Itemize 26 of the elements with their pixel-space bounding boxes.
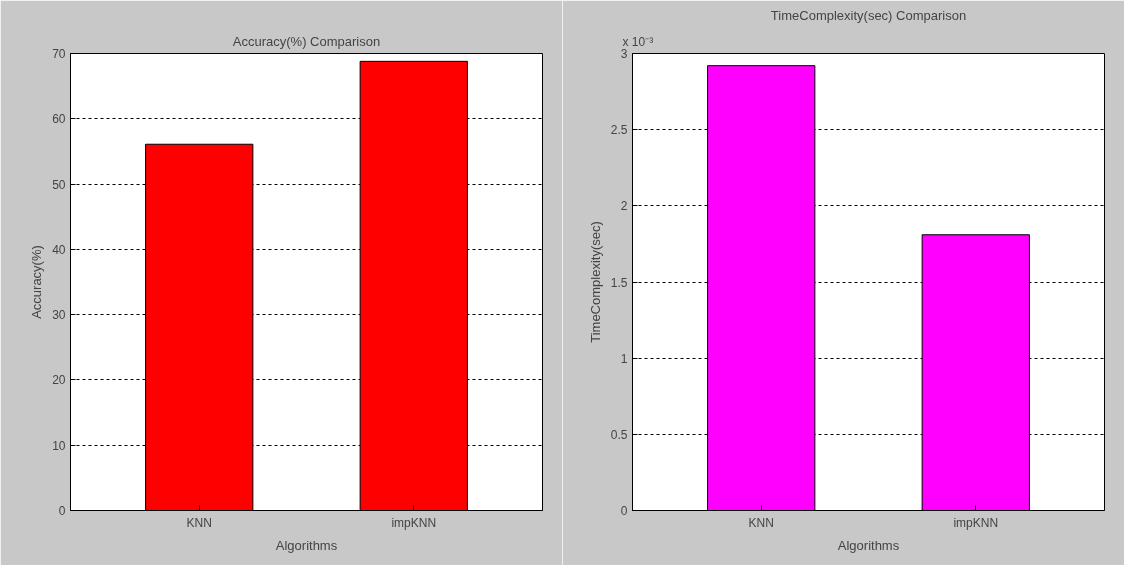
y-tick-label: 3 — [620, 47, 628, 61]
x-tick-label: KNN — [186, 515, 212, 530]
y-tick-label: 40 — [52, 242, 66, 257]
y-tick-label: 10 — [52, 438, 66, 453]
y-axis-title: Accuracy(%) — [29, 245, 45, 319]
x-tick-label: impKNN — [391, 515, 437, 530]
x-tick-label: impKNN — [953, 515, 999, 530]
y-tick-label: 70 — [52, 47, 66, 61]
text: x 10⁻³ — [622, 34, 654, 49]
y-tick-label: 60 — [52, 112, 66, 127]
y-tick-label: 20 — [52, 373, 66, 388]
y-axis-title: TimeComplexity(sec) — [587, 221, 603, 343]
y-tick-label: 2.5 — [610, 123, 628, 138]
y-tick-label: 1 — [620, 351, 628, 366]
y-tick-label: 0 — [620, 504, 628, 518]
y-tick-label: 2 — [620, 199, 628, 214]
y-tick-label: 50 — [52, 177, 66, 192]
y-tick-label: 0 — [58, 504, 66, 518]
y-tick-label: 30 — [52, 308, 66, 323]
x-tick-label: KNN — [748, 515, 774, 530]
chart-title: Accuracy(%) Comparison — [232, 33, 381, 49]
x-axis-title: Algorithms — [837, 537, 900, 553]
y-tick-label: 0.5 — [610, 427, 628, 442]
chart-title: TimeComplexity(sec) Comparison — [770, 7, 967, 23]
x-axis-title: Algorithms — [275, 537, 338, 553]
y-tick-label: 1.5 — [610, 275, 628, 290]
